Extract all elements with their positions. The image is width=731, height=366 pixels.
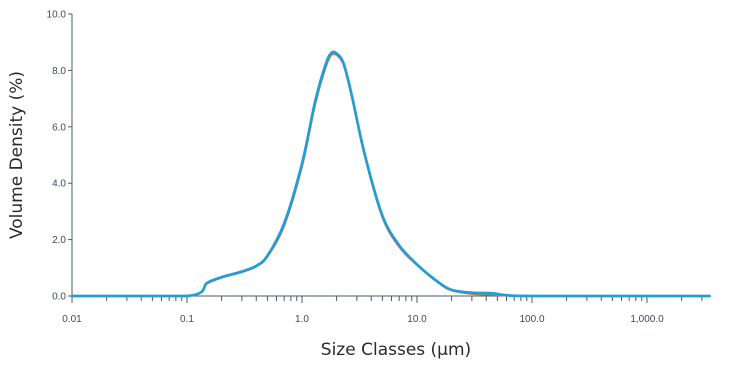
x-tick-label: 100.0 [519, 314, 544, 325]
y-axis-title: Volume Density (%) [7, 71, 27, 239]
x-tick-label: 0.01 [62, 314, 82, 325]
x-axis-title: Size Classes (μm) [321, 340, 471, 360]
x-tick-label: 0.1 [180, 314, 194, 325]
x-tick-label: 10.0 [407, 314, 427, 325]
y-tick-label: 2.0 [52, 235, 66, 246]
series-line [70, 50, 711, 298]
y-tick-label: 4.0 [52, 179, 66, 190]
series-line [70, 52, 711, 298]
y-tick-label: 0.0 [52, 292, 66, 303]
y-tick-label: 8.0 [52, 66, 66, 77]
x-tick-label: 1.0 [295, 314, 309, 325]
series-layer [70, 50, 711, 298]
y-tick-label: 6.0 [52, 122, 66, 133]
y-tick-label: 10.0 [47, 10, 67, 21]
x-tick-label: 1,000.0 [630, 314, 664, 325]
series-line [70, 50, 711, 298]
axes: 0.0 2.0 4.0 6.0 8.0 10.0 0.01 0.1 1.0 10.0 100.0 1,… [47, 10, 710, 325]
